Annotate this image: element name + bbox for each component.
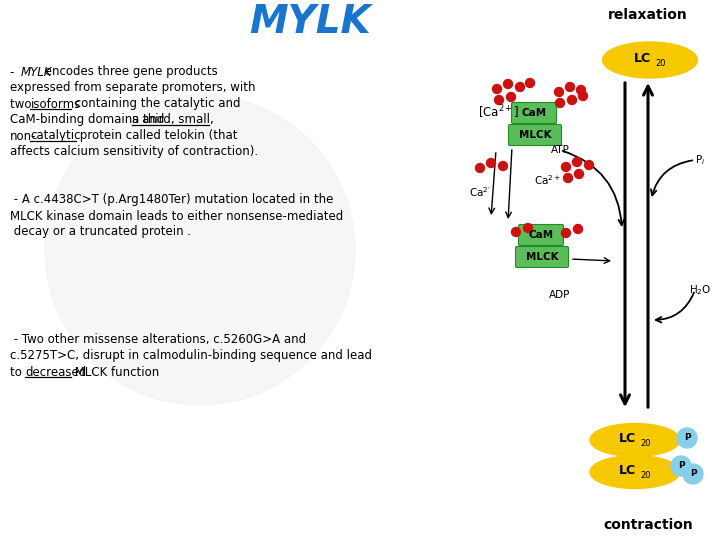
Text: expressed from separate promoters, with: expressed from separate promoters, with bbox=[10, 82, 256, 94]
Text: CaM: CaM bbox=[521, 108, 546, 118]
Circle shape bbox=[574, 225, 582, 233]
Circle shape bbox=[516, 83, 524, 91]
Text: a third, small,: a third, small, bbox=[132, 113, 214, 126]
Circle shape bbox=[577, 85, 585, 94]
Text: H$_2$O: H$_2$O bbox=[689, 283, 711, 297]
Circle shape bbox=[495, 96, 503, 105]
Circle shape bbox=[565, 83, 575, 91]
Circle shape bbox=[526, 78, 534, 87]
Text: P: P bbox=[684, 434, 690, 442]
Circle shape bbox=[567, 96, 577, 105]
Text: 20: 20 bbox=[640, 438, 650, 448]
Text: ADP: ADP bbox=[549, 290, 571, 300]
Text: MYLK: MYLK bbox=[249, 3, 371, 41]
Text: LC: LC bbox=[618, 431, 636, 444]
Text: c.5275T>C, disrupt in calmodulin-binding sequence and lead: c.5275T>C, disrupt in calmodulin-binding… bbox=[10, 349, 372, 362]
Text: contraction: contraction bbox=[603, 518, 693, 532]
Circle shape bbox=[487, 159, 495, 167]
Text: containing the catalytic and: containing the catalytic and bbox=[71, 98, 240, 111]
Text: CaM-binding domains and: CaM-binding domains and bbox=[10, 113, 168, 126]
Text: P: P bbox=[690, 469, 696, 478]
Text: LC: LC bbox=[634, 51, 651, 64]
Circle shape bbox=[492, 84, 502, 93]
Text: two: two bbox=[10, 98, 35, 111]
Circle shape bbox=[503, 79, 513, 89]
Circle shape bbox=[523, 224, 533, 233]
Circle shape bbox=[506, 92, 516, 102]
FancyBboxPatch shape bbox=[518, 225, 564, 246]
Text: to: to bbox=[10, 366, 26, 379]
Circle shape bbox=[683, 464, 703, 484]
Text: 20: 20 bbox=[640, 470, 650, 480]
Circle shape bbox=[498, 161, 508, 171]
Circle shape bbox=[585, 160, 593, 170]
Text: P$_i$: P$_i$ bbox=[695, 153, 705, 167]
Text: protein called telokin (that: protein called telokin (that bbox=[76, 130, 238, 143]
Circle shape bbox=[671, 456, 691, 476]
Text: affects calcium sensitivity of contraction).: affects calcium sensitivity of contracti… bbox=[10, 145, 258, 159]
Circle shape bbox=[45, 95, 355, 405]
Circle shape bbox=[562, 163, 570, 172]
Text: non-: non- bbox=[10, 130, 37, 143]
Text: MLCK: MLCK bbox=[518, 130, 552, 140]
Circle shape bbox=[556, 98, 564, 107]
Text: P: P bbox=[678, 462, 684, 470]
Text: relaxation: relaxation bbox=[608, 8, 688, 22]
Ellipse shape bbox=[590, 456, 680, 489]
Text: MLCK function: MLCK function bbox=[71, 366, 159, 379]
Text: MYLK: MYLK bbox=[20, 65, 52, 78]
Circle shape bbox=[575, 170, 583, 179]
Circle shape bbox=[578, 91, 588, 100]
Text: catalytic: catalytic bbox=[30, 130, 81, 143]
Text: ATP: ATP bbox=[551, 145, 570, 155]
Text: LC: LC bbox=[618, 463, 636, 476]
Text: -: - bbox=[10, 65, 18, 78]
Circle shape bbox=[572, 158, 582, 166]
Ellipse shape bbox=[590, 423, 680, 456]
Circle shape bbox=[475, 164, 485, 172]
Circle shape bbox=[564, 173, 572, 183]
Circle shape bbox=[511, 227, 521, 237]
Text: CaM: CaM bbox=[528, 230, 554, 240]
Text: - A c.4438C>T (p.Arg1480Ter) mutation located in the: - A c.4438C>T (p.Arg1480Ter) mutation lo… bbox=[10, 193, 333, 206]
Text: 20: 20 bbox=[655, 58, 665, 68]
FancyBboxPatch shape bbox=[516, 246, 569, 267]
Text: encodes three gene products: encodes three gene products bbox=[40, 65, 217, 78]
Circle shape bbox=[554, 87, 564, 97]
Ellipse shape bbox=[603, 42, 698, 78]
Text: decreased: decreased bbox=[25, 366, 86, 379]
Text: decay or a truncated protein .: decay or a truncated protein . bbox=[10, 226, 191, 239]
Text: isoforms: isoforms bbox=[30, 98, 81, 111]
Text: [Ca$^{2+}$]: [Ca$^{2+}$] bbox=[478, 103, 519, 121]
Circle shape bbox=[562, 228, 570, 238]
Text: Ca$^{2+}$: Ca$^{2+}$ bbox=[534, 173, 562, 187]
FancyBboxPatch shape bbox=[511, 103, 557, 124]
FancyBboxPatch shape bbox=[508, 125, 562, 145]
Text: MLCK kinase domain leads to either nonsense-mediated: MLCK kinase domain leads to either nonse… bbox=[10, 210, 343, 222]
Text: MLCK: MLCK bbox=[526, 252, 558, 262]
Text: - Two other missense alterations, c.5260G>A and: - Two other missense alterations, c.5260… bbox=[10, 334, 306, 347]
Text: Ca$^{2′}$: Ca$^{2′}$ bbox=[469, 185, 491, 199]
Circle shape bbox=[677, 428, 697, 448]
